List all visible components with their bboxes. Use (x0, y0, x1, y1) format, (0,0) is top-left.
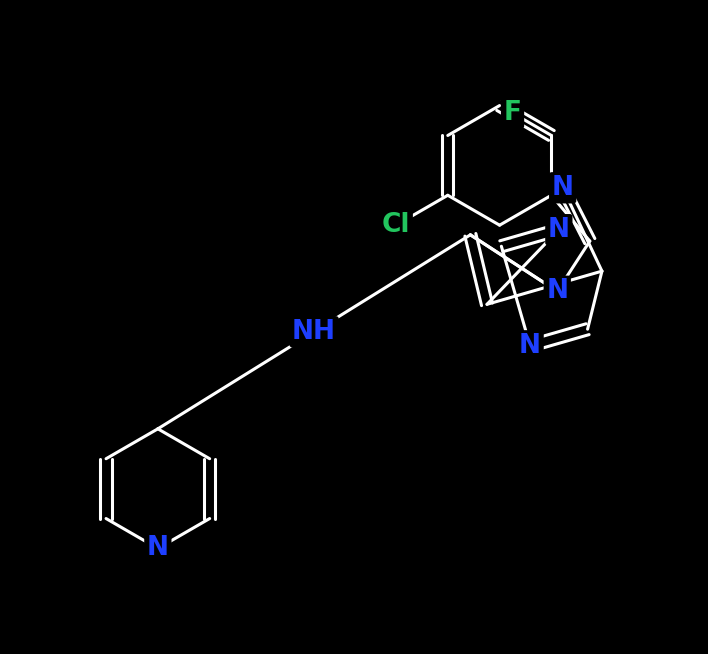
Text: N: N (519, 333, 541, 359)
Text: N: N (147, 536, 169, 561)
Text: NH: NH (292, 318, 336, 345)
Text: N: N (552, 175, 573, 201)
Text: Cl: Cl (382, 212, 410, 238)
Text: N: N (547, 278, 569, 304)
Text: N: N (548, 216, 570, 243)
Text: F: F (503, 100, 522, 126)
